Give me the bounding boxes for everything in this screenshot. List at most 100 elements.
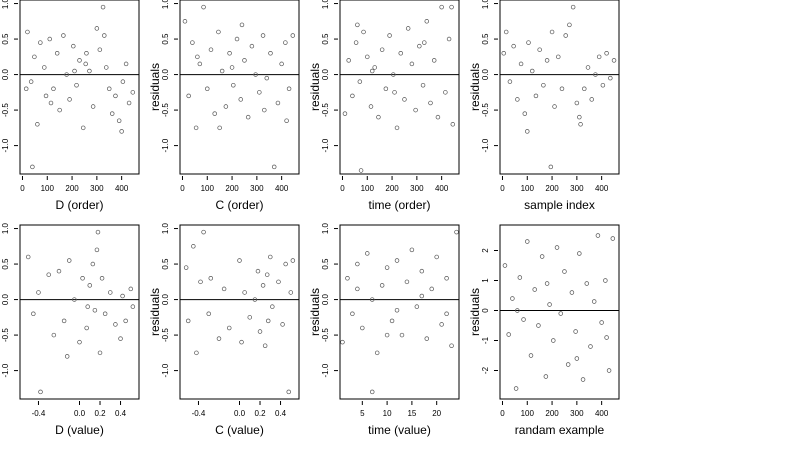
x-tick-label: 100 xyxy=(521,409,535,418)
y-tick-label: 0.0 xyxy=(1,293,10,305)
y-tick-label: 0.0 xyxy=(161,293,170,305)
y-tick-label: 0.5 xyxy=(321,33,330,45)
data-point xyxy=(43,93,49,99)
data-point xyxy=(384,332,390,338)
data-point xyxy=(593,72,598,77)
data-point xyxy=(286,86,292,92)
data-point xyxy=(54,51,60,56)
data-point xyxy=(72,297,77,302)
data-point xyxy=(340,339,345,345)
x-axis-label: C (order) xyxy=(215,198,263,212)
data-point xyxy=(567,22,572,28)
data-point xyxy=(123,318,128,324)
data-point xyxy=(419,293,425,299)
data-point xyxy=(387,33,392,38)
data-point xyxy=(113,322,118,327)
data-point xyxy=(552,104,557,109)
x-tick-label: 100 xyxy=(201,184,215,193)
data-point xyxy=(599,320,604,325)
data-point xyxy=(80,276,85,281)
data-point xyxy=(449,343,454,348)
data-point xyxy=(77,58,82,63)
data-point xyxy=(604,51,609,56)
data-point xyxy=(439,4,444,10)
y-tick-label: -0.5 xyxy=(321,103,330,117)
data-point xyxy=(268,254,273,260)
data-point xyxy=(434,254,439,260)
data-point xyxy=(544,281,550,286)
x-axis-label: time (value) xyxy=(368,423,431,437)
data-point xyxy=(100,4,106,10)
data-point xyxy=(229,65,235,70)
plot-frame xyxy=(499,224,620,400)
data-point xyxy=(379,283,385,288)
data-point xyxy=(99,276,105,281)
y-tick-label: -1.0 xyxy=(321,363,330,377)
data-point xyxy=(574,356,580,361)
data-point xyxy=(66,258,72,263)
data-point xyxy=(404,279,410,285)
data-point xyxy=(28,79,34,84)
data-point xyxy=(42,65,47,70)
data-point xyxy=(36,290,41,295)
data-point xyxy=(84,51,89,56)
data-point xyxy=(64,72,69,77)
data-point xyxy=(61,33,66,38)
y-axis-label: residuals xyxy=(468,288,482,336)
data-point xyxy=(394,125,400,131)
y-axis-label: residuals xyxy=(0,288,2,336)
data-point xyxy=(195,54,200,60)
data-point xyxy=(85,304,90,309)
data-point xyxy=(270,304,275,309)
data-point xyxy=(257,329,263,334)
data-point xyxy=(283,40,288,45)
data-point xyxy=(358,168,364,173)
data-point xyxy=(25,254,31,260)
data-point xyxy=(30,164,35,170)
data-point xyxy=(355,261,360,267)
data-point xyxy=(237,258,242,263)
y-tick-label: 2 xyxy=(481,248,490,253)
data-point xyxy=(290,258,296,263)
y-tick-label: -1.0 xyxy=(161,138,170,152)
data-point xyxy=(227,51,232,56)
data-point xyxy=(345,276,350,281)
data-point xyxy=(539,254,545,259)
data-point xyxy=(212,111,217,116)
x-tick-label: 300 xyxy=(410,184,424,193)
data-point xyxy=(283,261,288,267)
y-tick-label: -1.0 xyxy=(1,363,10,377)
data-point xyxy=(193,125,199,131)
data-point xyxy=(25,29,30,35)
y-tick-label: -1.0 xyxy=(1,138,10,152)
data-point xyxy=(562,269,567,274)
y-tick-label: 1.0 xyxy=(1,222,10,234)
data-point xyxy=(585,65,591,70)
y-tick-label: 0.0 xyxy=(321,293,330,305)
data-point xyxy=(83,61,88,67)
data-point xyxy=(260,33,266,38)
data-point xyxy=(357,79,363,84)
data-point xyxy=(517,275,523,280)
data-point xyxy=(409,61,415,67)
data-point xyxy=(130,90,136,95)
plot-frame xyxy=(179,0,300,175)
y-tick-label: 1.0 xyxy=(1,0,10,9)
data-point xyxy=(429,286,434,292)
data-point xyxy=(97,47,103,52)
data-point xyxy=(245,114,251,120)
data-point xyxy=(74,82,79,88)
data-point xyxy=(402,97,407,102)
data-point xyxy=(48,100,54,106)
x-axis-label: sample index xyxy=(524,198,595,212)
panel-6: -0.4 0.0 0.2 0.4 -1.0 -0.5 0.0 0.5 1.0 C (value) r… xyxy=(148,222,300,437)
data-point xyxy=(419,268,425,274)
data-point xyxy=(247,315,253,320)
data-point xyxy=(361,29,366,35)
data-point xyxy=(118,336,123,341)
x-tick-label: 400 xyxy=(275,184,289,193)
plot-frame xyxy=(499,0,620,175)
x-tick-label: -0.4 xyxy=(32,409,46,418)
data-point xyxy=(444,276,449,281)
data-point xyxy=(342,111,348,116)
